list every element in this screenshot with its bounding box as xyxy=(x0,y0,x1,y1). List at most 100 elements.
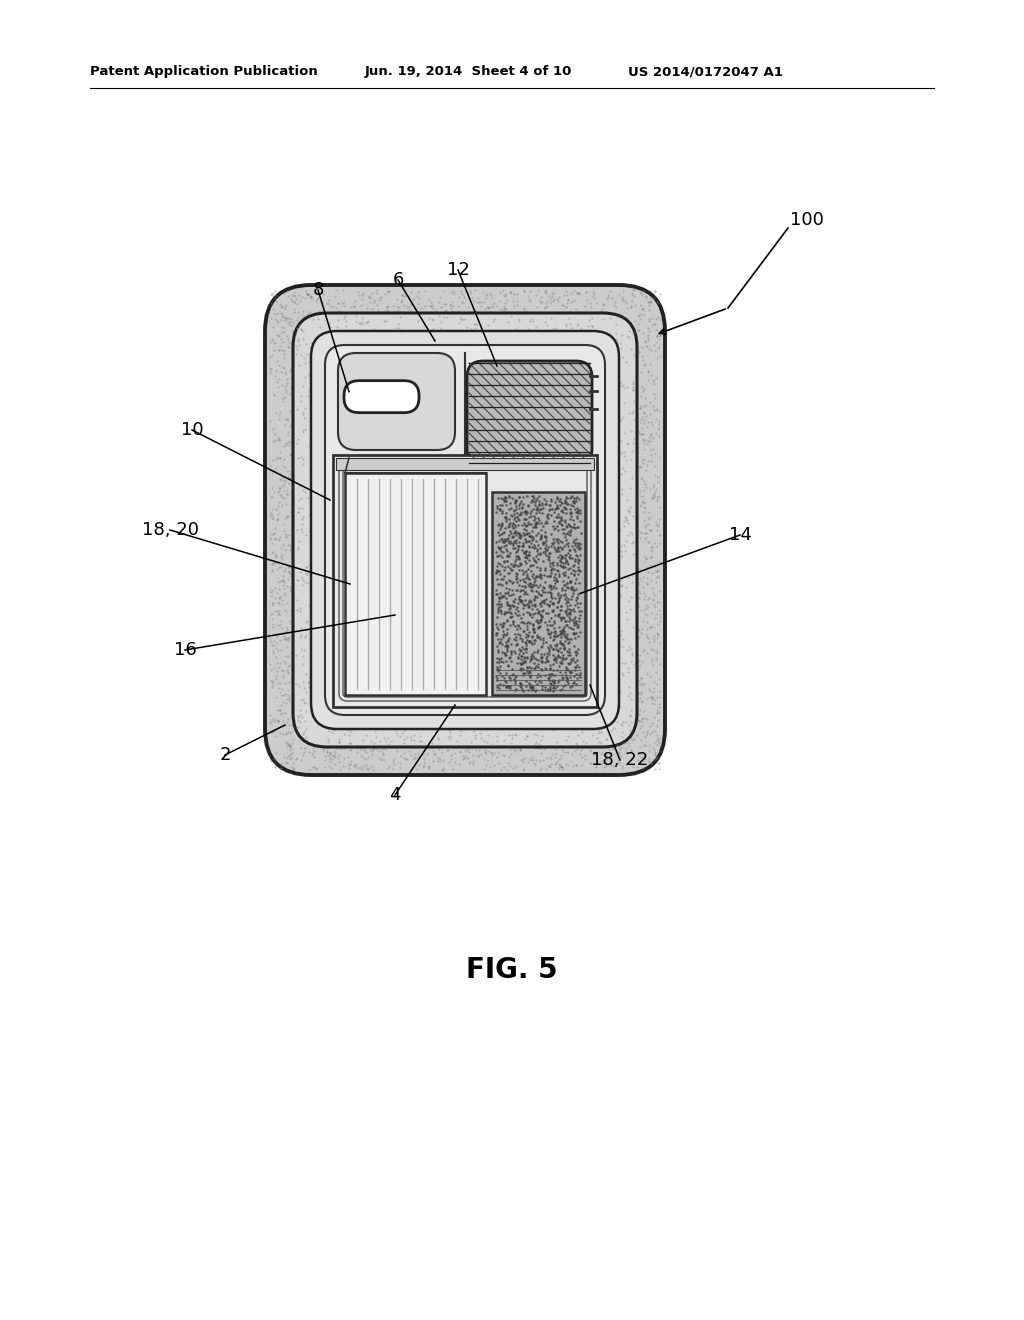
Point xyxy=(512,581,528,602)
Point xyxy=(520,680,537,701)
Point xyxy=(518,660,535,681)
Point xyxy=(543,560,559,581)
Point xyxy=(562,540,579,561)
Point xyxy=(541,499,557,520)
Point xyxy=(496,488,512,510)
Point xyxy=(500,541,516,562)
Point xyxy=(496,623,512,644)
Point xyxy=(549,597,565,618)
Point xyxy=(492,574,508,595)
Point xyxy=(511,510,527,531)
Point xyxy=(508,499,524,520)
Point xyxy=(570,664,587,685)
Point xyxy=(532,659,549,680)
Point xyxy=(505,595,521,616)
Point xyxy=(551,511,567,532)
Point xyxy=(495,627,511,648)
Point xyxy=(493,594,509,615)
Point xyxy=(570,549,587,570)
Point xyxy=(488,495,505,516)
Point xyxy=(546,638,562,659)
Point xyxy=(489,628,506,649)
Point xyxy=(548,652,564,673)
Point xyxy=(557,548,573,569)
Point xyxy=(545,593,561,614)
Point xyxy=(511,574,527,595)
Point xyxy=(556,636,572,657)
Point xyxy=(547,664,563,685)
Point xyxy=(520,536,537,557)
Point xyxy=(502,615,518,636)
Point xyxy=(495,512,511,533)
Point xyxy=(522,603,539,624)
Point xyxy=(514,579,530,601)
Point xyxy=(490,521,507,543)
Point xyxy=(568,614,585,635)
Point xyxy=(518,544,535,565)
Point xyxy=(490,675,507,696)
Point xyxy=(504,515,520,536)
Point xyxy=(502,492,518,513)
Point xyxy=(528,610,545,631)
Point xyxy=(498,494,514,515)
Point xyxy=(503,607,519,628)
Point xyxy=(517,647,534,668)
Point xyxy=(525,572,542,593)
Point xyxy=(510,545,526,566)
Point xyxy=(565,612,582,634)
Point xyxy=(489,553,506,574)
Point xyxy=(497,560,513,581)
Point xyxy=(566,517,583,539)
Point xyxy=(549,634,565,655)
Point xyxy=(557,527,573,548)
Point xyxy=(569,556,586,577)
Point xyxy=(498,572,514,593)
Point xyxy=(544,607,560,628)
Point xyxy=(490,513,507,535)
Point xyxy=(554,537,570,558)
Point xyxy=(523,680,540,701)
Point xyxy=(556,620,572,642)
Point xyxy=(526,513,543,535)
Point xyxy=(561,540,578,561)
Point xyxy=(540,504,556,525)
Point xyxy=(487,623,504,644)
Point xyxy=(561,508,578,529)
Point xyxy=(529,496,546,517)
Point xyxy=(498,644,514,665)
Point xyxy=(506,556,522,577)
Point xyxy=(518,594,535,615)
Point xyxy=(546,672,562,693)
Point xyxy=(530,565,547,586)
Point xyxy=(489,583,506,605)
Point xyxy=(540,619,556,640)
Point xyxy=(511,527,527,548)
Point xyxy=(510,601,526,622)
Point xyxy=(512,640,528,661)
Point xyxy=(528,581,545,602)
Point xyxy=(542,626,558,647)
Point xyxy=(494,586,510,607)
Point xyxy=(543,562,559,583)
Point xyxy=(497,642,513,663)
Point xyxy=(532,603,549,624)
Point xyxy=(519,548,536,569)
Point xyxy=(552,638,568,659)
Point xyxy=(487,665,504,686)
Point xyxy=(512,589,528,610)
Point xyxy=(562,603,579,624)
Point xyxy=(516,572,532,593)
Point xyxy=(542,680,558,701)
Point xyxy=(518,546,535,568)
Point xyxy=(516,508,532,529)
Point xyxy=(523,513,540,535)
Point xyxy=(550,645,566,667)
Point xyxy=(525,574,542,595)
Point xyxy=(522,573,539,594)
Point xyxy=(512,528,528,549)
Point xyxy=(493,648,509,669)
Point xyxy=(559,487,575,508)
Point xyxy=(507,506,523,527)
Point xyxy=(539,645,555,667)
Point xyxy=(505,535,521,556)
